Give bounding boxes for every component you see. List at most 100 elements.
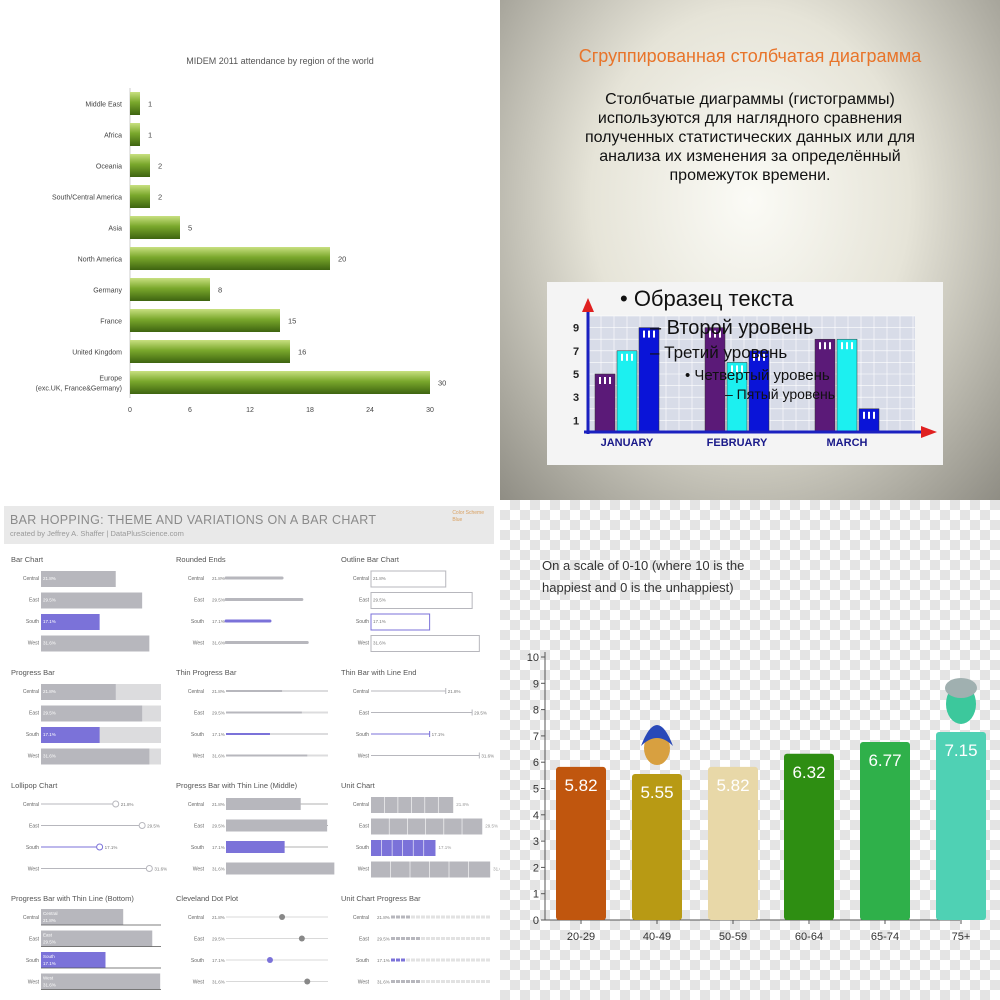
bar-highlight (653, 330, 655, 338)
y-tick-label: 3 (573, 392, 579, 404)
data-label: 31.6% (212, 867, 225, 872)
bar-highlight (846, 342, 848, 350)
unit-cell (406, 958, 410, 962)
panel-title: Lollipop Chart (11, 781, 58, 790)
unit-cell (411, 980, 415, 983)
data-label: 21.8% (43, 918, 56, 923)
unit-cell (471, 980, 475, 983)
panel-title: Thin Bar with Line End (341, 668, 416, 677)
y-tick-label: 8 (533, 705, 539, 717)
bar (130, 340, 290, 363)
panel-title: Cleveland Dot Plot (176, 894, 239, 903)
bar (41, 614, 100, 630)
category-label: West (193, 867, 205, 873)
unit-cell (396, 958, 400, 962)
outline-level-5: – Пятый уровень (725, 386, 835, 402)
y-tick-label: 7 (573, 346, 579, 358)
unit-cell (481, 915, 485, 919)
unit-cell (411, 958, 415, 962)
data-label: 29.5% (373, 598, 386, 603)
data-label: 5.82 (716, 776, 749, 795)
category-label: East (359, 824, 370, 830)
unit-cell (461, 980, 465, 983)
data-label: 21.8% (43, 689, 56, 694)
y-tick-label: 1 (573, 415, 579, 427)
y-tick-label: 10 (527, 652, 539, 664)
bar (616, 350, 638, 433)
category-inner-label: East (43, 933, 53, 938)
bar-highlight (714, 330, 716, 338)
data-label: 5.82 (564, 776, 597, 795)
unit-cell (466, 980, 470, 983)
data-label: 31.6% (373, 641, 386, 646)
bar (130, 309, 280, 332)
unit-cell (431, 937, 435, 940)
color-scheme-legend[interactable]: Color Scheme Blue (452, 510, 484, 524)
data-label: 21.8% (456, 802, 469, 807)
bar (370, 613, 431, 631)
data-label: 5.55 (640, 783, 673, 802)
bar (708, 766, 758, 920)
bar (370, 635, 480, 652)
data-label: 17.1% (43, 619, 56, 624)
data-label: 21.8% (448, 689, 461, 694)
unit-cell (456, 915, 460, 919)
category-label: West (358, 641, 370, 647)
unit-cell (481, 958, 485, 962)
category-label: West (28, 867, 40, 873)
y-tick-label: 7 (533, 731, 539, 743)
y-tick-label: 4 (533, 810, 539, 822)
category-label: Middle East (85, 102, 122, 109)
bar-highlight (863, 411, 865, 419)
bar-highlight (763, 353, 765, 361)
data-label: 31.6% (43, 983, 56, 988)
unit-cell (441, 958, 445, 962)
bar (41, 684, 116, 700)
bar (371, 840, 436, 856)
unit-cell (391, 958, 395, 962)
category-label: South (26, 732, 39, 738)
category-label: South (26, 958, 39, 964)
unit-cell (451, 980, 455, 983)
data-label: 17.1% (212, 732, 225, 737)
data-label: 17.1% (105, 845, 118, 850)
bar (41, 635, 150, 652)
category-label: South (191, 958, 204, 964)
data-label: 31.6% (493, 867, 500, 872)
category-label: East (29, 598, 40, 604)
category-label: Africa (104, 133, 122, 140)
category-label: United Kingdom (72, 350, 122, 357)
legend-value: Blue (452, 517, 463, 523)
category-label: Central (188, 802, 204, 808)
category-label-cont: (exc.UK, France&Germany) (36, 386, 122, 393)
panel-title: Thin Progress Bar (176, 668, 237, 677)
lollipop-dot (96, 843, 104, 851)
x-axis-arrow (921, 426, 937, 438)
dot (298, 935, 305, 942)
bar (371, 818, 483, 835)
lollipop-dot (145, 865, 153, 872)
unit-cell (431, 915, 435, 919)
data-label: 17.1% (43, 732, 56, 737)
category-label: Europe (99, 376, 122, 383)
unit-cell (486, 937, 490, 940)
y-tick-label: 0 (533, 915, 539, 927)
category-label: Central (188, 576, 204, 582)
data-label: 17.1% (212, 958, 225, 963)
data-label: 31.6% (43, 754, 56, 759)
category-label: West (193, 641, 205, 647)
unit-cell (406, 980, 410, 983)
panel-title: Progress Bar (11, 668, 55, 677)
data-label: 17.1% (438, 845, 451, 850)
x-tick-label: 24 (366, 407, 374, 414)
outline-level-2: – Второй уровень (650, 317, 813, 339)
category-inner-label: Central (43, 911, 58, 916)
unit-cell (476, 915, 480, 919)
bar-highlight (851, 342, 853, 350)
bar (41, 727, 100, 743)
dashboard-header: BAR HOPPING: THEME AND VARIATIONS ON A B… (4, 506, 494, 544)
panel-title: Outline Bar Chart (341, 555, 400, 564)
category-label: West (193, 980, 205, 986)
unit-cell (471, 937, 475, 940)
